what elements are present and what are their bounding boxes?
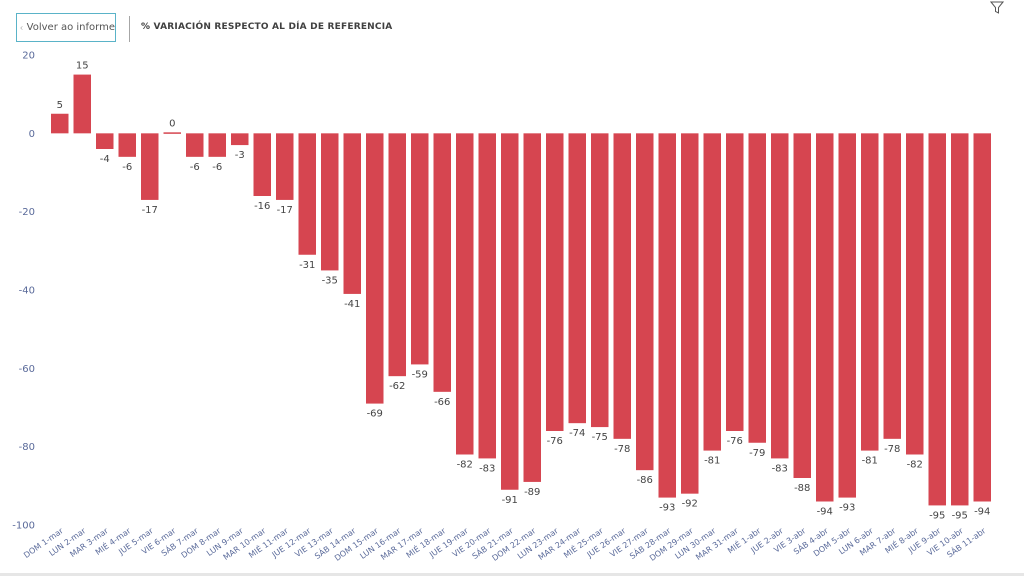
bar: [591, 133, 609, 428]
bar: [861, 133, 879, 451]
data-label: -94: [817, 507, 833, 518]
data-label: -94: [974, 507, 990, 518]
data-label: -59: [412, 369, 428, 380]
bar: [658, 133, 676, 498]
data-label: -93: [839, 503, 855, 514]
back-to-report-button[interactable]: Volver ao informe: [16, 13, 116, 42]
data-label: -78: [884, 444, 900, 455]
data-label: -3: [235, 150, 245, 161]
filter-icon[interactable]: [990, 1, 1004, 15]
bar: [771, 133, 789, 459]
bar: [681, 133, 699, 494]
bar: [748, 133, 766, 443]
bar: [726, 133, 744, 432]
y-tick-label: 20: [22, 51, 35, 62]
data-label: -6: [122, 162, 132, 173]
data-label: -82: [907, 460, 923, 471]
bar: [141, 133, 159, 200]
data-label: -69: [367, 409, 383, 420]
bar: [298, 133, 316, 255]
data-label: -31: [299, 260, 315, 271]
y-tick-label: -20: [19, 207, 35, 218]
data-label: -92: [682, 499, 698, 510]
bar: [411, 133, 429, 365]
data-label: 5: [57, 100, 63, 111]
data-label: -83: [479, 463, 495, 474]
bar: [636, 133, 654, 471]
bar: [838, 133, 856, 498]
bar: [973, 133, 991, 502]
bottom-border: [0, 573, 1024, 576]
data-label: -88: [794, 483, 810, 494]
data-label: -95: [929, 510, 945, 521]
bar: [388, 133, 406, 377]
data-label: -81: [704, 456, 720, 467]
data-label: -81: [862, 456, 878, 467]
data-label: -89: [524, 487, 540, 498]
data-label: -17: [142, 205, 158, 216]
data-label: -17: [277, 205, 293, 216]
bar: [433, 133, 451, 392]
chevron-left-icon: [20, 25, 23, 30]
data-label: -41: [344, 299, 360, 310]
data-label: -78: [614, 444, 630, 455]
chart-title: % VARIACIÓN RESPECTO AL DÍA DE REFERENCI…: [141, 22, 393, 32]
data-label: -74: [569, 428, 585, 439]
data-label: -66: [434, 397, 450, 408]
bar: [478, 133, 496, 459]
bar: [523, 133, 541, 482]
back-button-label: Volver ao informe: [26, 22, 115, 33]
bar: [883, 133, 901, 439]
y-tick-label: -80: [19, 442, 35, 453]
bar: [208, 133, 226, 157]
bar: [231, 133, 249, 146]
bar: [366, 133, 384, 404]
bar: [501, 133, 519, 490]
bar: [51, 113, 69, 134]
bar: [816, 133, 834, 502]
data-label: -76: [547, 436, 563, 447]
y-tick-label: 0: [29, 129, 35, 140]
y-tick-label: -60: [19, 364, 35, 375]
bar: [186, 133, 204, 157]
data-label: 15: [76, 61, 89, 72]
bar: [703, 133, 721, 451]
bar: [613, 133, 631, 439]
bar: [73, 74, 91, 134]
y-tick-label: -40: [19, 286, 35, 297]
data-label: -93: [659, 503, 675, 514]
bar: [456, 133, 474, 455]
bar: [951, 133, 969, 506]
bar: [163, 132, 181, 134]
y-tick-label: -100: [12, 521, 35, 532]
bar: [276, 133, 294, 200]
bar: [253, 133, 271, 196]
bar: [321, 133, 339, 271]
data-label: -91: [502, 495, 518, 506]
data-label: -82: [457, 460, 473, 471]
data-label: -62: [389, 381, 405, 392]
bar: [118, 133, 136, 157]
data-label: 0: [169, 118, 175, 129]
bar: [793, 133, 811, 479]
bar: [96, 133, 114, 149]
data-label: -6: [190, 162, 200, 173]
bar: [546, 133, 564, 432]
data-label: -83: [772, 463, 788, 474]
data-label: -35: [322, 275, 338, 286]
bar: [343, 133, 361, 294]
data-label: -16: [254, 201, 270, 212]
data-label: -4: [100, 154, 110, 165]
data-label: -6: [212, 162, 222, 173]
bar: [906, 133, 924, 455]
data-label: -79: [749, 448, 765, 459]
data-label: -75: [592, 432, 608, 443]
data-label: -86: [637, 475, 653, 486]
data-label: -95: [952, 510, 968, 521]
data-label: -76: [727, 436, 743, 447]
bar: [568, 133, 586, 424]
bar: [928, 133, 946, 506]
header-divider: [129, 16, 130, 42]
